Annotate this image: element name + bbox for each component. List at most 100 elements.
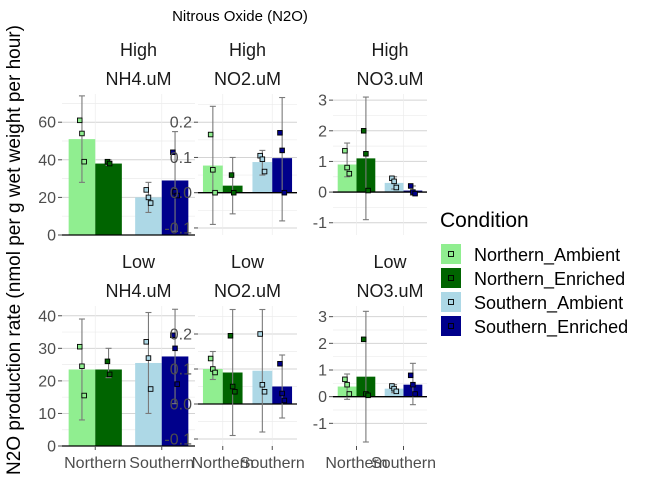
data-point <box>229 383 236 390</box>
strip-label-level: High <box>229 40 266 60</box>
strip-label-level: Low <box>231 252 265 272</box>
y-axis-label: N2O production rate (nmol per g wet weig… <box>4 25 25 475</box>
data-point <box>259 156 266 162</box>
strip-label-analyte: NO2.uM <box>214 69 281 89</box>
data-point <box>143 339 149 345</box>
y-tick-label: 0.1 <box>170 150 192 167</box>
data-point <box>207 355 214 362</box>
data-point <box>143 187 149 193</box>
data-point <box>210 167 216 173</box>
data-point <box>412 391 418 397</box>
strip-label-analyte: NH4.uM <box>105 281 171 301</box>
data-point <box>412 190 418 197</box>
y-tick-label: 0.0 <box>170 185 192 202</box>
y-tick-label: 0 <box>318 185 327 202</box>
legend: Condition Northern_Ambient Northern_Enric… <box>440 209 628 338</box>
data-point <box>79 363 85 369</box>
strip-label-level: High <box>371 40 408 60</box>
strip-label-level: Low <box>373 252 407 272</box>
data-point <box>104 358 111 365</box>
y-tick-label: -0.1 <box>164 432 192 449</box>
y-tick-label: 0 <box>318 389 327 406</box>
data-point <box>279 147 285 154</box>
facet-panel-high-no2: High NO2.uM -0.1 0.0 0.1 0.2 <box>164 40 297 237</box>
strip-label-analyte: NH4.uM <box>105 69 171 89</box>
facet-panel-high-no3: High NO3.uM -1 0 1 2 3 <box>313 40 427 235</box>
data-point <box>147 386 154 392</box>
y-tick-label: -1 <box>313 416 327 433</box>
chart-title: Nitrous Oxide (N2O) <box>172 8 308 25</box>
data-point <box>212 369 218 376</box>
data-point <box>365 392 371 399</box>
strip-label-analyte: NO2.uM <box>214 281 281 301</box>
y-tick-label: 0 <box>47 439 56 456</box>
data-point <box>147 200 154 206</box>
y-tick-label: 2 <box>318 336 327 353</box>
x-tick-label: Northern <box>192 455 254 472</box>
data-point <box>342 147 348 154</box>
data-point <box>344 381 350 388</box>
facet-panel-high-nh4: High NH4.uM 0 20 40 60 <box>38 40 195 245</box>
data-point <box>391 178 397 185</box>
y-tick-label: 3 <box>318 93 327 110</box>
data-point <box>228 172 235 178</box>
data-point <box>207 131 214 138</box>
data-point <box>230 189 237 196</box>
legend-label-northern-enriched: Northern_Enriched <box>474 269 625 290</box>
strip-label-analyte: NO3.uM <box>356 281 423 301</box>
y-tick-label: 10 <box>38 406 56 423</box>
y-tick-label: 1 <box>318 154 327 171</box>
x-tick-label: Southern <box>371 455 436 472</box>
strip-label-level: Low <box>122 252 156 272</box>
data-point <box>410 381 416 388</box>
legend-key-point <box>448 251 454 257</box>
y-tick-label: 40 <box>38 308 56 325</box>
data-point <box>393 388 400 395</box>
data-point <box>407 183 414 189</box>
data-point <box>360 128 367 134</box>
bar-northern-enriched <box>95 163 122 235</box>
x-tick-label: Northern <box>64 455 126 472</box>
strip-label-level: High <box>120 40 157 60</box>
data-point <box>277 130 283 136</box>
y-tick-label: 0.1 <box>170 362 192 379</box>
y-tick-label: 30 <box>38 341 56 358</box>
y-tick-label: 20 <box>38 190 56 207</box>
data-point <box>172 345 178 352</box>
facet-panels: HighNH4.uM0204060HighNO2.uM-0.10.00.10.2… <box>38 40 436 472</box>
data-point <box>106 160 113 167</box>
legend-title: Condition <box>440 209 529 232</box>
data-point <box>170 149 176 156</box>
legend-key-point <box>448 323 454 329</box>
data-point <box>76 343 83 350</box>
y-tick-label: 0.2 <box>170 327 192 344</box>
bar-northern-ambient <box>202 369 223 404</box>
legend-key-point <box>448 299 454 305</box>
data-point <box>145 355 152 361</box>
data-point <box>81 392 87 399</box>
data-point <box>257 331 263 337</box>
legend-label-southern-enriched: Southern_Enriched <box>474 317 628 338</box>
y-tick-label: 0.2 <box>170 115 192 132</box>
data-point <box>79 130 85 137</box>
legend-key-point <box>448 275 454 281</box>
y-tick-label: 60 <box>38 115 56 132</box>
data-point <box>261 389 268 395</box>
data-point <box>393 184 400 191</box>
y-tick-label: 3 <box>318 309 327 326</box>
data-point <box>76 117 83 124</box>
strip-label-analyte: NO3.uM <box>356 69 423 89</box>
data-point <box>346 391 353 397</box>
data-point <box>81 158 87 165</box>
y-tick-label: 1 <box>318 363 327 380</box>
data-point <box>363 151 369 157</box>
y-tick-label: 2 <box>318 123 327 140</box>
data-point <box>259 382 266 388</box>
y-tick-label: -0.1 <box>164 220 192 237</box>
y-tick-label: 0.0 <box>170 397 192 414</box>
data-point <box>261 168 268 175</box>
data-point <box>346 170 353 177</box>
facet-panel-low-nh4: Low NH4.uM 0 10 20 30 40 Northern Southern <box>38 252 195 472</box>
